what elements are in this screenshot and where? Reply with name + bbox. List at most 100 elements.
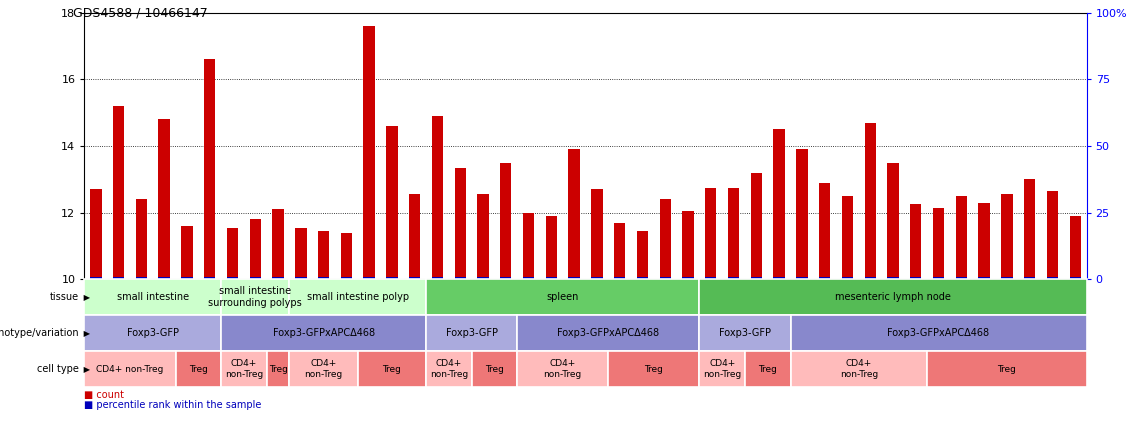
Bar [910,277,921,279]
Bar [614,277,625,279]
Text: small intestine: small intestine [117,292,189,302]
Bar [699,279,1087,315]
Text: Treg: Treg [644,365,663,374]
Text: ■ count: ■ count [84,390,125,400]
Text: CD4+ non-Treg: CD4+ non-Treg [97,365,163,374]
Bar [978,203,990,279]
Bar [796,149,807,279]
Bar [226,277,239,279]
Text: CD4+
non-Treg: CD4+ non-Treg [840,360,878,379]
Bar [159,277,170,279]
Bar [865,277,876,279]
Bar [113,277,124,279]
Bar [84,315,221,351]
Text: Foxp3-GFP: Foxp3-GFP [446,328,498,338]
Bar [751,173,762,279]
Bar [1024,179,1035,279]
Text: spleen: spleen [546,292,579,302]
Bar [727,187,740,279]
Bar [181,277,193,279]
Bar [136,277,148,279]
Bar [204,59,215,279]
Text: CD4+
non-Treg: CD4+ non-Treg [430,360,468,379]
Bar [295,228,306,279]
Bar [887,162,899,279]
Bar [176,351,221,387]
Bar [272,209,284,279]
Text: small intestine polyp: small intestine polyp [306,292,409,302]
Bar [341,277,352,279]
Bar [546,277,557,279]
Bar [221,351,267,387]
Bar [364,277,375,279]
Bar [1001,277,1012,279]
Bar [500,277,511,279]
Text: small intestine
surrounding polyps: small intestine surrounding polyps [208,286,302,308]
Bar [887,277,899,279]
Bar [250,219,261,279]
Bar [113,106,124,279]
Text: Treg: Treg [383,365,401,374]
Bar [472,351,517,387]
Text: CD4+
non-Treg: CD4+ non-Treg [703,360,741,379]
Bar [426,279,699,315]
Bar [431,277,444,279]
Bar [318,277,329,279]
Bar [522,213,534,279]
Bar [477,194,489,279]
Text: genotype/variation: genotype/variation [0,328,79,338]
Bar [819,277,830,279]
Bar [477,277,489,279]
Bar [1047,191,1058,279]
Bar [569,149,580,279]
Bar [932,208,945,279]
Text: CD4+
non-Treg: CD4+ non-Treg [225,360,263,379]
Bar [341,233,352,279]
Bar [932,277,945,279]
Bar [591,277,602,279]
Bar [790,351,927,387]
Bar [386,126,397,279]
Bar [221,315,426,351]
Bar [226,228,239,279]
Bar [500,162,511,279]
Text: Treg: Treg [269,365,287,374]
Text: CD4+
non-Treg: CD4+ non-Treg [544,360,582,379]
Bar [1001,194,1012,279]
Bar [181,226,193,279]
Bar [591,189,602,279]
Bar [1070,277,1081,279]
Bar [431,116,444,279]
Bar [1024,277,1035,279]
Bar [90,277,101,279]
Bar [774,277,785,279]
Bar [221,279,289,315]
Bar [90,189,101,279]
Bar [637,277,649,279]
Bar [455,277,466,279]
Bar [84,351,176,387]
Bar [978,277,990,279]
Bar [956,277,967,279]
Bar [745,351,790,387]
Text: ▶: ▶ [81,293,90,302]
Text: GDS4588 / 10466147: GDS4588 / 10466147 [73,6,208,19]
Bar [84,279,221,315]
Bar [637,231,649,279]
Bar [699,315,790,351]
Text: Treg: Treg [189,365,208,374]
Bar [727,277,740,279]
Bar [455,168,466,279]
Text: Treg: Treg [485,365,503,374]
Text: ▶: ▶ [81,329,90,338]
Bar [682,277,694,279]
Bar [267,351,289,387]
Bar [358,351,426,387]
Text: CD4+
non-Treg: CD4+ non-Treg [304,360,342,379]
Bar [364,26,375,279]
Bar [426,351,472,387]
Bar [910,204,921,279]
Bar [705,187,716,279]
Bar [204,277,215,279]
Bar [1047,277,1058,279]
